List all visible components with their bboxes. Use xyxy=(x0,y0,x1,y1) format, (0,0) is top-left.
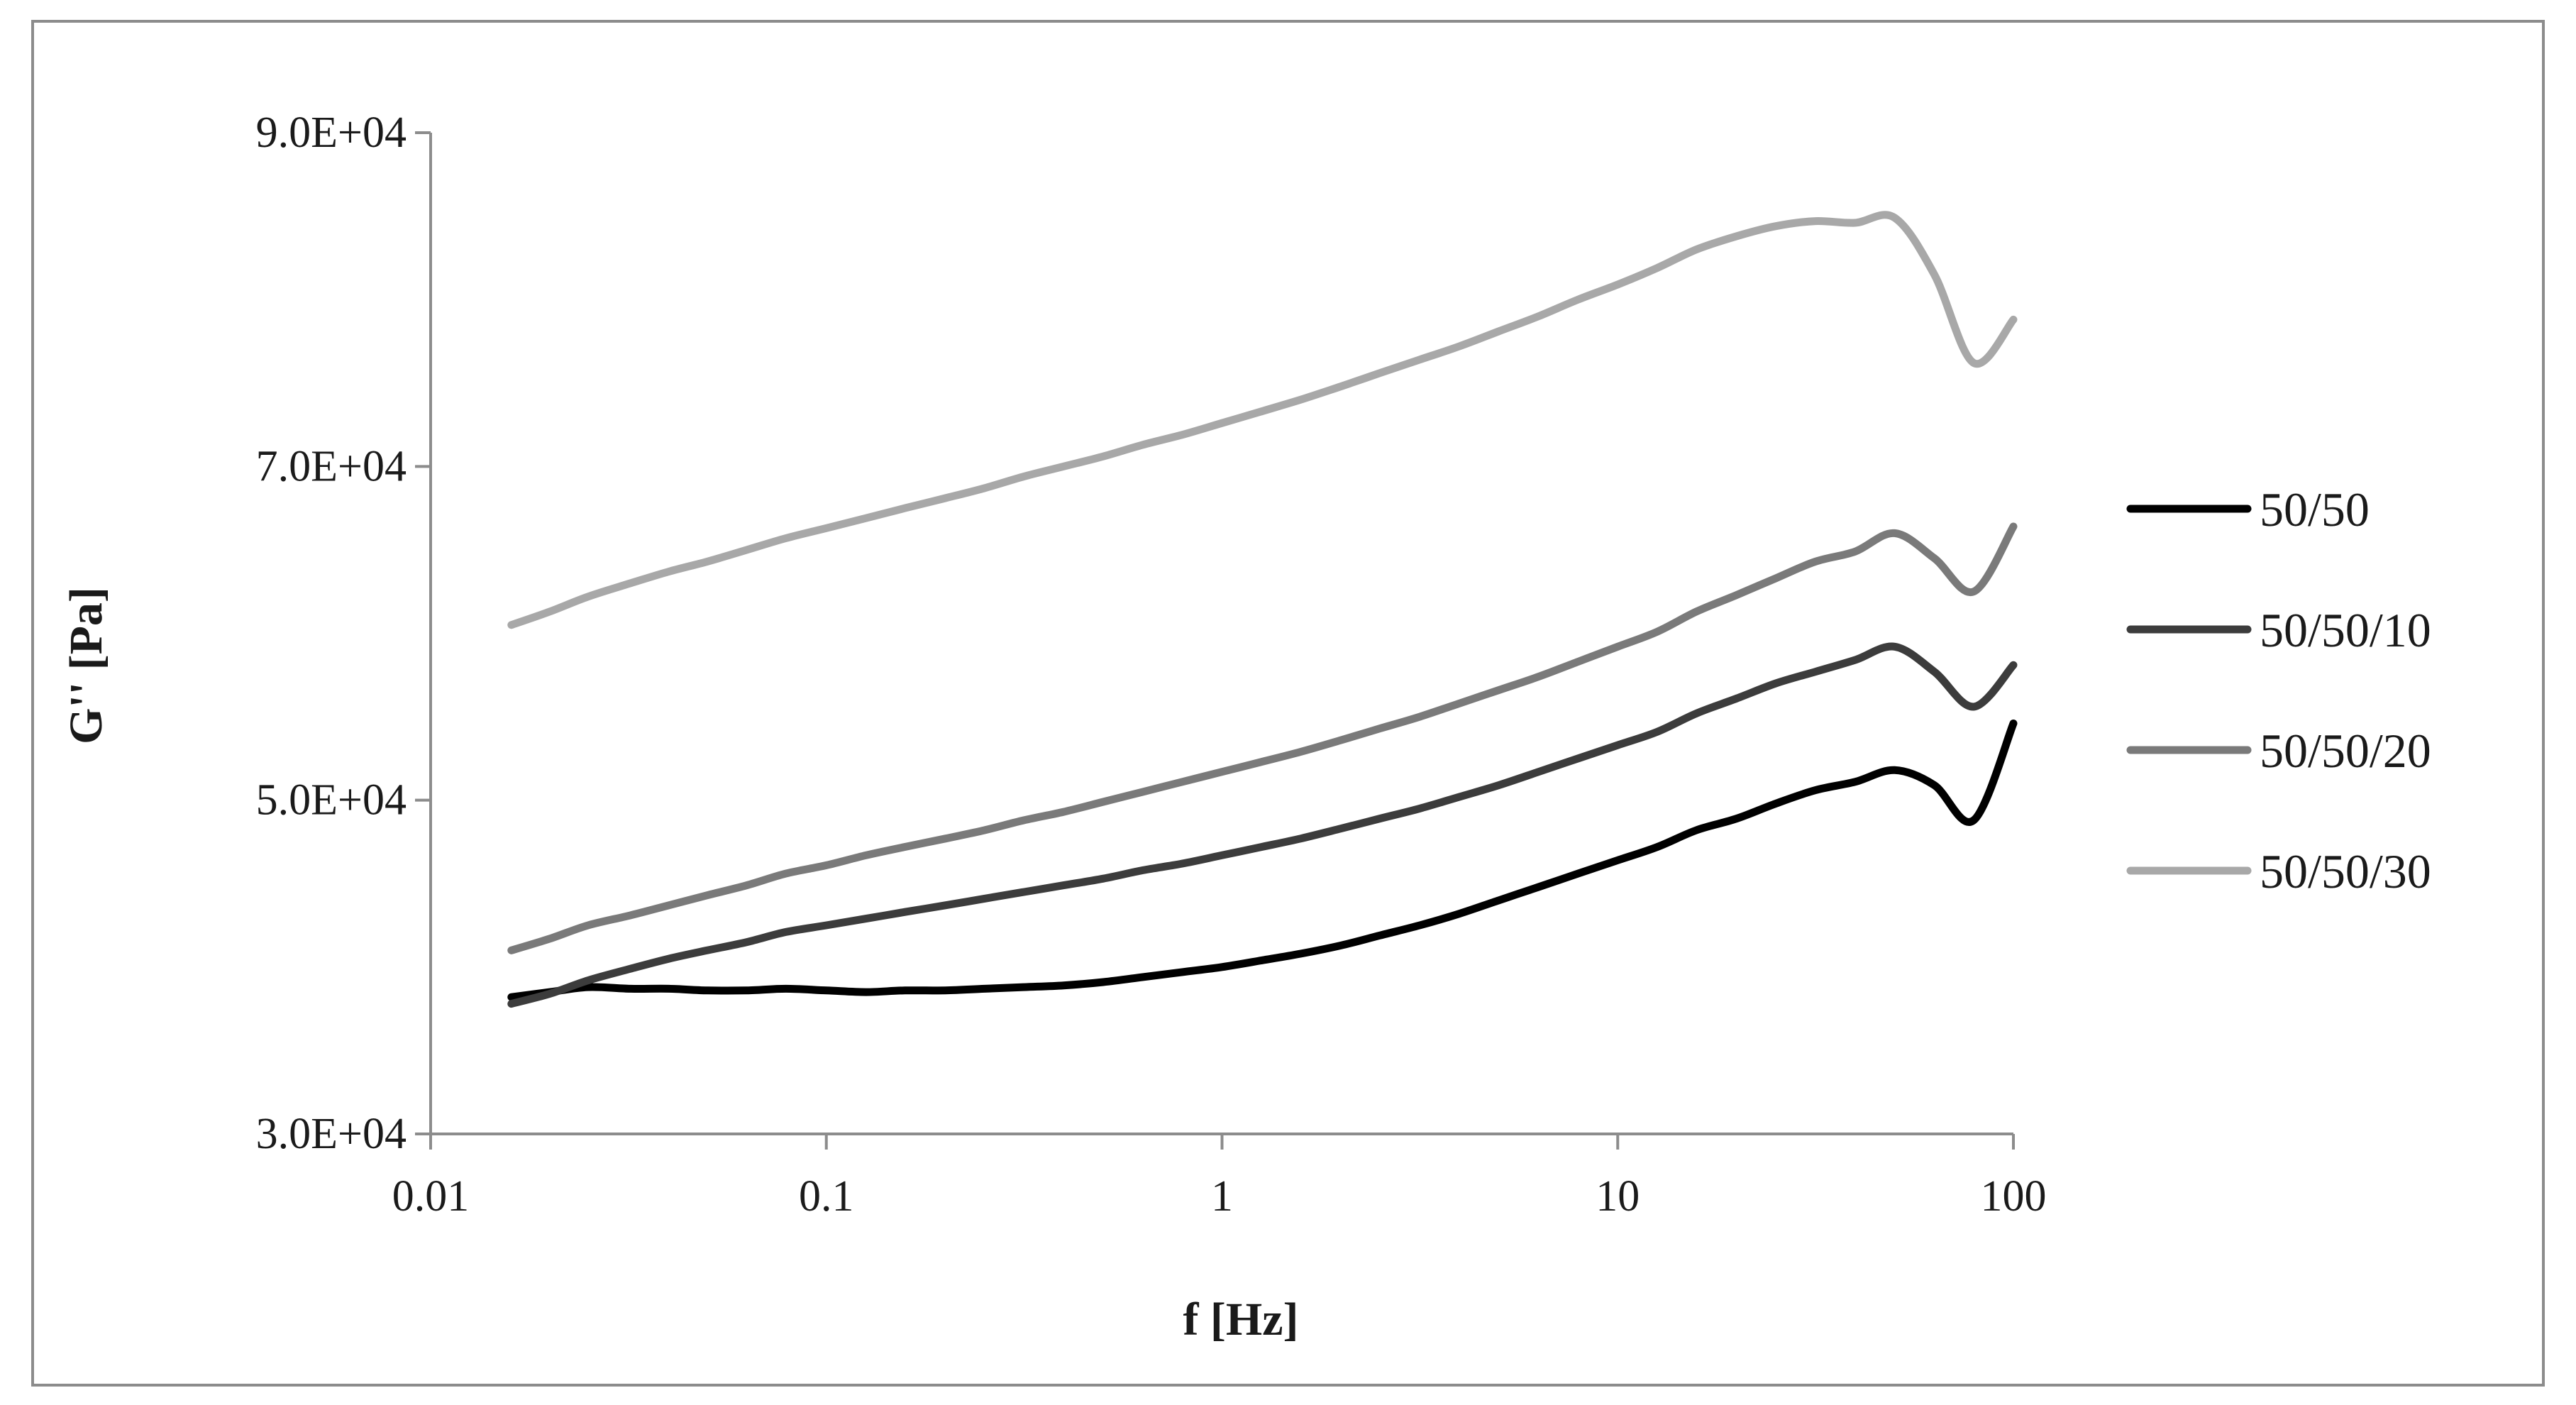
y-tick-label: 9.0E+04 xyxy=(256,109,407,157)
x-tick-label: 100 xyxy=(1981,1172,2047,1221)
x-tick-label: 0.1 xyxy=(799,1172,854,1221)
y-tick-label: 7.0E+04 xyxy=(256,442,407,490)
x-tick-label: 10 xyxy=(1596,1172,1640,1221)
series-line-2 xyxy=(507,642,2018,1008)
chart-svg: 3.0E+04 5.0E+04 7.0E+04 9.0E+04 0.01 0.1 1 10 10… xyxy=(60,109,2431,1345)
series-line-3 xyxy=(507,522,2018,954)
axes: 3.0E+04 5.0E+04 7.0E+04 9.0E+04 0.01 0.1 1 10 10… xyxy=(256,109,2047,1221)
x-tick-label: 1 xyxy=(1211,1172,1233,1221)
legend-label-4: 50/50/30 xyxy=(2260,844,2431,898)
legend-label-2: 50/50/10 xyxy=(2260,603,2431,657)
series-lines xyxy=(507,211,2018,1008)
legend: 50/50 50/50/10 50/50/20 50/50/30 xyxy=(2126,483,2431,898)
y-tick-label: 3.0E+04 xyxy=(256,1110,407,1158)
y-tick-label: 5.0E+04 xyxy=(256,776,407,825)
series-line-1 xyxy=(507,720,2018,1001)
y-axis-title: G'' [Pa] xyxy=(60,587,112,744)
legend-label-1: 50/50 xyxy=(2260,483,2370,536)
legend-label-3: 50/50/20 xyxy=(2260,724,2431,778)
series-line-4 xyxy=(507,211,2018,629)
x-axis-title: f [Hz] xyxy=(1183,1294,1298,1345)
chart-frame: 3.0E+04 5.0E+04 7.0E+04 9.0E+04 0.01 0.1 1 10 10… xyxy=(31,20,2545,1387)
x-tick-label: 0.01 xyxy=(392,1172,470,1221)
